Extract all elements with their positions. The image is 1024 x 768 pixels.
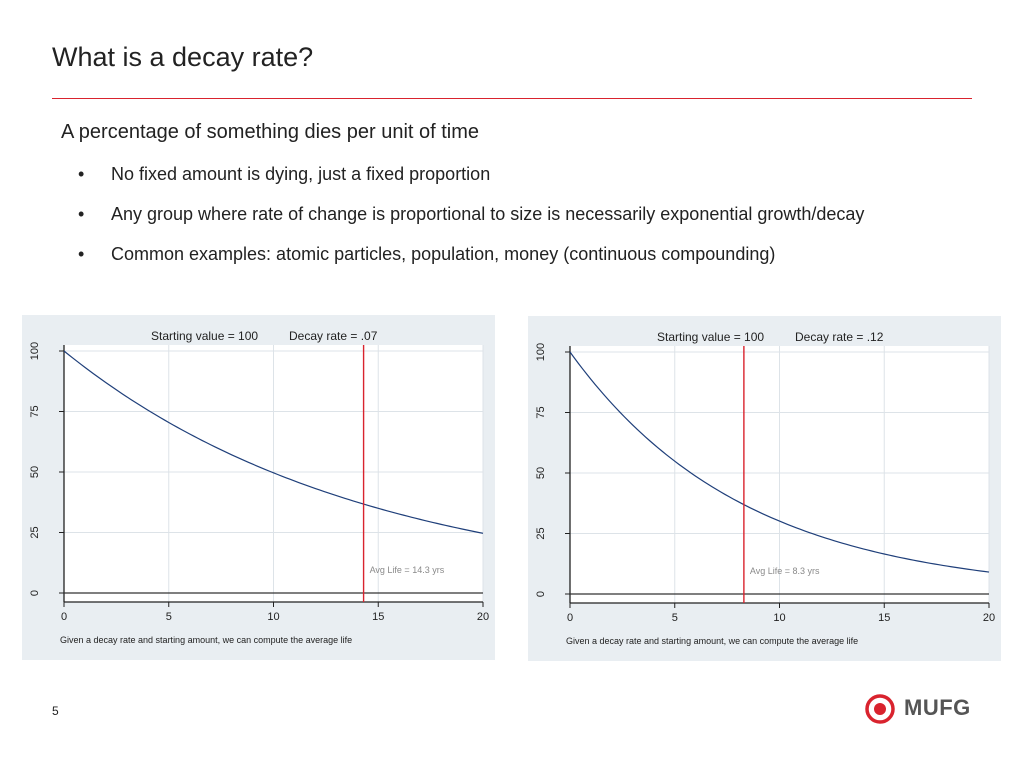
- logo-ring-inner: [874, 703, 886, 715]
- avg-life-label: Avg Life = 8.3 yrs: [750, 566, 820, 576]
- y-tick-label: 100: [29, 342, 41, 360]
- x-tick-label: 0: [567, 612, 573, 624]
- slide-title: What is a decay rate?: [52, 42, 314, 72]
- decay-curve: [63, 350, 484, 534]
- y-tick-label: 75: [535, 406, 547, 418]
- x-tick-label: 10: [773, 612, 785, 624]
- header-starting-value: Starting value = 100: [151, 329, 258, 343]
- x-tick-label: 20: [983, 612, 995, 624]
- header-decay-rate: Decay rate = .12: [795, 330, 884, 344]
- x-tick-label: 5: [166, 611, 172, 623]
- x-tick-label: 15: [372, 611, 384, 623]
- mufg-logo: [865, 694, 895, 724]
- decay-curve: [569, 351, 990, 573]
- x-tick-label: 5: [672, 612, 678, 624]
- bullet-dot: •: [78, 244, 85, 264]
- chart-svg: 0 25 50 75 100 0 5 10 15 20 Avg Life = 14.3 yrs Sta…: [22, 315, 495, 660]
- bullet-text: Common examples: atomic particles, popul…: [111, 244, 776, 264]
- x-tick-label: 0: [61, 611, 67, 623]
- header-decay-rate: Decay rate = .07: [289, 329, 378, 343]
- chart-caption: Given a decay rate and starting amount, …: [60, 635, 352, 645]
- avg-life-label: Avg Life = 14.3 yrs: [370, 565, 445, 575]
- x-tick-label: 20: [477, 611, 489, 623]
- header-starting-value: Starting value = 100: [657, 330, 764, 344]
- decay-chart-right: 0 25 50 75 100 0 5 10 15 20 Avg Life = 8.3 yrs Star…: [528, 316, 1001, 661]
- y-tick-label: 0: [29, 590, 41, 596]
- decay-chart-left: 0 25 50 75 100 0 5 10 15 20 Avg Life = 14.3 yrs Sta…: [22, 315, 495, 660]
- logo-wordmark: MUFG: [904, 695, 971, 720]
- y-tick-label: 25: [29, 526, 41, 538]
- logo-ring-outer: [865, 694, 895, 724]
- y-tick-label: 100: [535, 343, 547, 361]
- x-tick-label: 15: [878, 612, 890, 624]
- page-number: 5: [52, 704, 59, 718]
- chart-caption: Given a decay rate and starting amount, …: [566, 636, 858, 646]
- y-tick-label: 0: [535, 591, 547, 597]
- y-tick-label: 25: [535, 527, 547, 539]
- bullet-text: Any group where rate of change is propor…: [111, 204, 865, 224]
- bullet-dot: •: [78, 164, 85, 184]
- y-tick-label: 50: [535, 467, 547, 479]
- chart-svg: 0 25 50 75 100 0 5 10 15 20 Avg Life = 8.3 yrs Star…: [528, 316, 1001, 661]
- y-tick-label: 75: [29, 405, 41, 417]
- title-divider: [52, 98, 972, 99]
- bullet-dot: •: [78, 204, 85, 224]
- lead-text: A percentage of something dies per unit …: [61, 121, 480, 143]
- y-tick-label: 50: [29, 466, 41, 478]
- x-tick-label: 10: [267, 611, 279, 623]
- bullet-text: No fixed amount is dying, just a fixed p…: [111, 164, 491, 184]
